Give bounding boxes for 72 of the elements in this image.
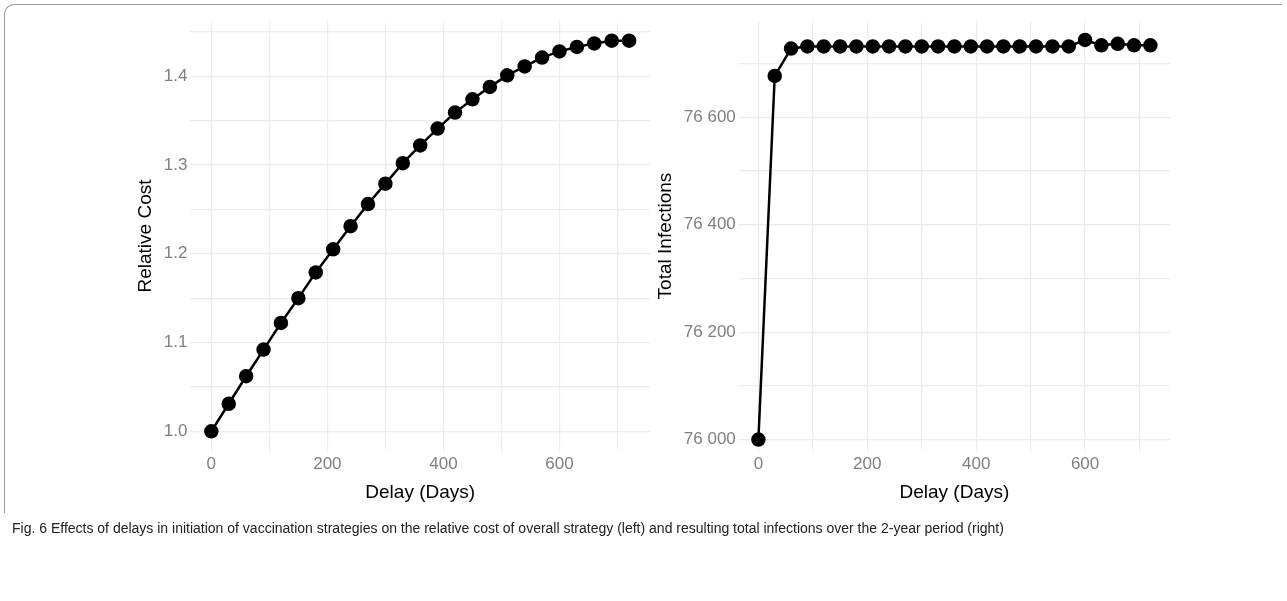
y-tick-label: 1.2 (163, 243, 188, 263)
y-axis-title: Relative Cost (133, 178, 155, 293)
point (482, 79, 498, 95)
point (947, 39, 962, 54)
point (552, 44, 567, 59)
x-tick-label: 400 (961, 453, 991, 473)
point (395, 155, 411, 171)
point (412, 138, 428, 153)
point (898, 39, 913, 54)
point (816, 39, 831, 54)
point (447, 105, 463, 120)
point (1045, 39, 1060, 54)
x-axis-title: Delay (Days) (365, 480, 476, 502)
point (783, 41, 799, 56)
point (1094, 38, 1109, 53)
point (587, 36, 602, 51)
y-tick-label: 76 400 (683, 214, 736, 234)
y-tick-label: 1.0 (163, 420, 188, 440)
point (849, 39, 864, 54)
x-tick-label: 0 (206, 453, 217, 473)
x-tick-label: 0 (753, 453, 764, 473)
point (767, 68, 782, 84)
point (534, 50, 550, 65)
point (996, 39, 1011, 54)
point (1126, 38, 1142, 53)
point (751, 432, 766, 447)
point (914, 39, 929, 54)
x-tick-label: 600 (545, 453, 574, 473)
point (1077, 32, 1093, 48)
point (865, 39, 880, 54)
point (343, 218, 358, 234)
point (979, 39, 995, 54)
y-tick-label: 76 000 (683, 429, 736, 449)
point (465, 92, 480, 107)
point (963, 39, 978, 54)
point (569, 39, 585, 55)
y-tick-label: 76 200 (683, 321, 736, 341)
point (1061, 39, 1076, 54)
y-tick-label: 76 600 (683, 107, 736, 127)
point (1012, 39, 1027, 54)
point (832, 39, 848, 54)
point (1143, 38, 1158, 53)
x-axis-title: Delay (Days) (899, 480, 1010, 502)
point (1110, 36, 1125, 51)
point (800, 39, 815, 54)
point (256, 342, 271, 357)
point (291, 290, 306, 306)
point (378, 176, 393, 191)
x-tick-label: 600 (1070, 453, 1100, 473)
y-tick-label: 1.3 (163, 154, 188, 174)
point (360, 196, 376, 212)
point (604, 33, 619, 48)
point (204, 424, 219, 439)
point (621, 33, 637, 48)
y-tick-label: 1.4 (163, 65, 188, 85)
point (881, 39, 897, 54)
point (517, 59, 532, 74)
x-tick-label: 200 (313, 453, 342, 473)
point (430, 121, 445, 136)
point (1028, 39, 1044, 54)
caption: Fig. 6 Effects of delays in initiation of vaccination strategies on the relative cost of overall strategy (left) and resulting total infections over the 2-year period (right) (12, 519, 1005, 538)
x-tick-label: 400 (429, 453, 458, 473)
x-tick-label: 200 (853, 453, 882, 473)
point (308, 265, 324, 280)
point (325, 242, 341, 257)
point (930, 39, 946, 54)
y-axis-title: Total Infections (653, 172, 675, 300)
point (238, 368, 254, 384)
point (221, 396, 236, 412)
point (500, 68, 515, 83)
point (273, 315, 289, 331)
y-tick-label: 1.1 (163, 332, 188, 352)
